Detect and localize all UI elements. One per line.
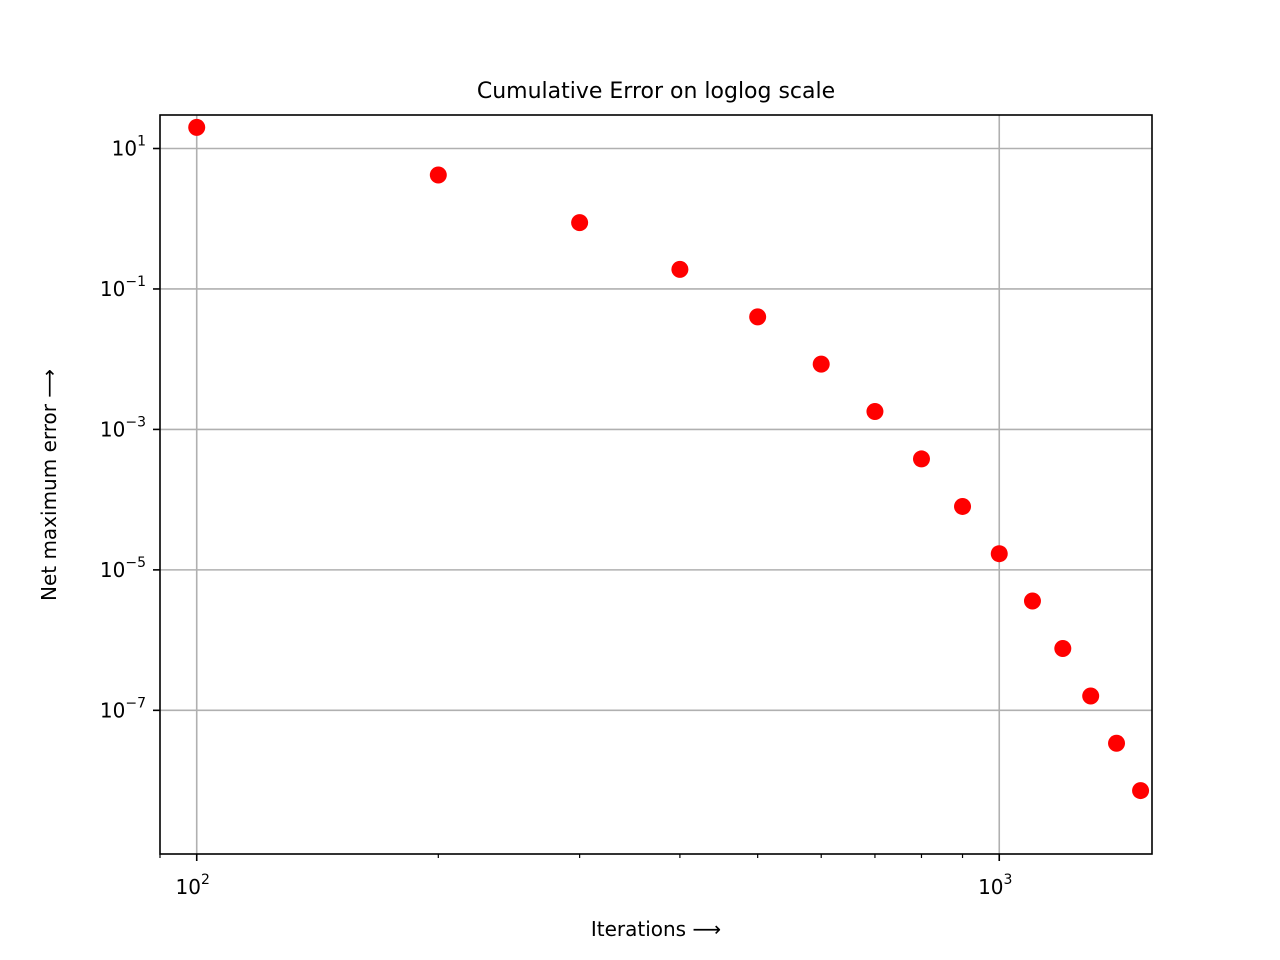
data-point (1082, 687, 1100, 705)
y-tick-base: 10 (100, 417, 125, 441)
data-point (671, 260, 689, 278)
y-tick-exponent: 1 (137, 134, 146, 150)
x-axis-label-arrow: ⟶ (692, 917, 721, 941)
y-tick-exponent: −5 (125, 555, 146, 571)
y-tick-label: 10−1 (100, 274, 146, 301)
y-tick-base: 10 (100, 277, 125, 301)
data-point (749, 308, 767, 326)
y-tick-exponent: −3 (125, 414, 146, 430)
data-point (812, 355, 830, 373)
data-point (1054, 639, 1072, 657)
x-tick-base: 10 (978, 875, 1003, 899)
data-point (954, 497, 972, 515)
data-point (990, 545, 1008, 563)
x-axis-ticks: 102 103 (176, 854, 1012, 899)
y-tick-label: 10−7 (100, 695, 146, 722)
x-tick-label: 102 (176, 872, 210, 899)
chart-title: Cumulative Error on loglog scale (477, 79, 835, 104)
grid-lines (160, 115, 1152, 854)
data-point (1132, 782, 1150, 800)
x-tick-base: 10 (176, 875, 201, 899)
data-point (429, 166, 447, 184)
y-axis-label: Net maximum error ⟶ (37, 369, 61, 601)
y-tick-exponent: −7 (125, 695, 146, 711)
data-point (188, 118, 206, 136)
data-point (866, 402, 884, 420)
y-tick-label: 101 (112, 134, 146, 161)
x-tick-exponent: 3 (1004, 872, 1013, 888)
y-tick-label: 10−5 (100, 555, 146, 582)
y-tick-label: 10−3 (100, 414, 146, 441)
y-axis-label-arrow: ⟶ (37, 369, 61, 398)
data-point (1108, 734, 1126, 752)
data-point (912, 450, 930, 468)
y-tick-base: 10 (100, 558, 125, 582)
y-tick-exponent: −1 (125, 274, 146, 290)
data-point (571, 214, 589, 232)
x-axis-label: Iterations ⟶ (591, 917, 721, 941)
y-tick-base: 10 (112, 137, 137, 161)
data-point (1023, 592, 1041, 610)
x-tick-label: 103 (978, 872, 1012, 899)
data-points (188, 118, 1150, 800)
x-tick-exponent: 2 (201, 872, 210, 888)
y-tick-base: 10 (100, 698, 125, 722)
y-axis-label-text: Net maximum error (37, 403, 61, 601)
x-axis-label-text: Iterations (591, 917, 686, 941)
plot-frame (159, 114, 1153, 855)
